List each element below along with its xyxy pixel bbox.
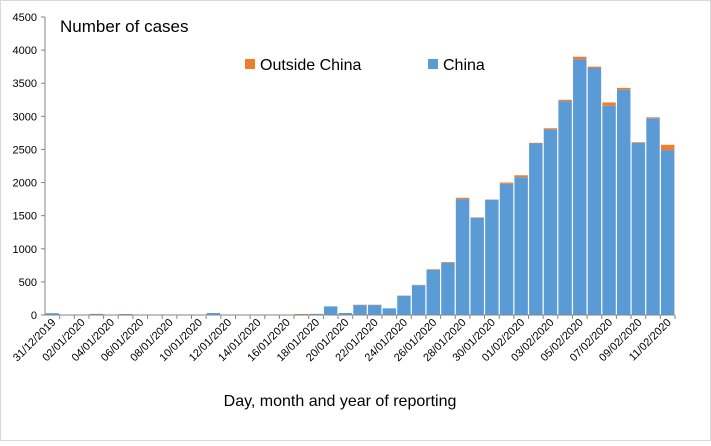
bar (558, 100, 571, 101)
bar (573, 59, 586, 315)
bar (529, 143, 542, 315)
bar (588, 68, 601, 315)
bar (646, 118, 659, 315)
bar (353, 305, 366, 315)
bar (397, 296, 410, 315)
bar (500, 184, 513, 315)
bar (470, 218, 483, 315)
bar (383, 308, 396, 315)
y-tick-label: 3000 (13, 111, 37, 123)
bar (485, 200, 498, 315)
bar (544, 130, 557, 315)
y-tick-label: 4000 (13, 45, 37, 57)
bar (324, 306, 337, 315)
bar (441, 262, 454, 263)
y-tick-label: 1000 (13, 244, 37, 256)
bar (456, 199, 469, 315)
bar (558, 101, 571, 315)
y-tick-label: 2500 (13, 144, 37, 156)
bar (646, 117, 659, 118)
bar (602, 106, 615, 315)
bar (588, 67, 601, 68)
y-tick-label: 1500 (13, 211, 37, 223)
legend-label: Outside China (260, 57, 361, 74)
bar (456, 198, 469, 199)
bar (368, 305, 381, 315)
y-tick-label: 4500 (13, 12, 37, 24)
bar (427, 269, 440, 270)
y-tick-label: 3500 (13, 78, 37, 90)
legend-label: China (443, 57, 485, 74)
bar (544, 128, 557, 129)
y-tick-label: 0 (31, 310, 37, 322)
bar (514, 177, 527, 315)
bar (441, 263, 454, 315)
bar (529, 143, 542, 144)
y-tick-label: 2000 (13, 178, 37, 190)
bar (661, 145, 674, 150)
legend-swatch (245, 59, 255, 69)
bar (412, 285, 425, 315)
bar (602, 102, 615, 105)
legend-swatch (428, 59, 438, 69)
x-axis-label: Day, month and year of reporting (224, 393, 457, 410)
y-tick-label: 500 (19, 277, 37, 289)
bar (661, 150, 674, 315)
bar (573, 57, 586, 60)
bar (500, 183, 513, 184)
bar (427, 270, 440, 315)
bar (632, 142, 645, 143)
chart-title: Number of cases (60, 17, 189, 36)
bar (617, 88, 630, 90)
bar (632, 143, 645, 315)
bar (617, 90, 630, 315)
bar (514, 175, 527, 177)
